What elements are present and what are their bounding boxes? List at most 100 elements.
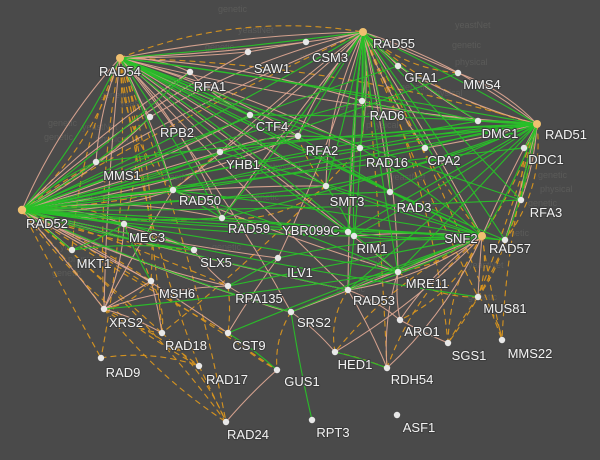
watermark-text: yeastNet — [352, 110, 388, 120]
watermark-text: yeastNet — [390, 172, 426, 182]
physical-edge — [396, 271, 401, 321]
graph-node-gus1[interactable]: GUS1 — [273, 366, 281, 374]
graph-node-rfa3[interactable]: RFA3 — [517, 196, 525, 204]
genetic-edge — [477, 239, 506, 298]
graph-node-rad51[interactable]: RAD51 — [533, 120, 541, 128]
graph-node-rpt3[interactable]: RPT3 — [308, 416, 316, 424]
graph-node-rad54[interactable]: RAD54 — [116, 54, 124, 62]
coexpression-edge — [21, 120, 479, 211]
node-label-rad50: RAD50 — [179, 193, 221, 208]
coexpression-edge — [119, 57, 399, 273]
coexpression-edge — [95, 123, 538, 163]
graph-node-mkt1[interactable]: MKT1 — [68, 246, 76, 254]
graph-node-csm3[interactable]: CSM3 — [302, 38, 310, 46]
node-label-rad9: RAD9 — [106, 365, 141, 380]
genetic-edge — [119, 57, 227, 423]
graph-node-aro1[interactable]: ARO1 — [396, 316, 404, 324]
graph-node-sgs1[interactable]: SGS1 — [444, 339, 452, 347]
coexpression-edge — [119, 57, 174, 191]
node-label-layer: RAD54 CSM3 RAD55 SAW1 RFA1 GFA1 MMS4 RAD6 RPB2 CT… — [25, 35, 588, 443]
graph-node-rpa135[interactable]: RPA135 — [224, 282, 232, 290]
graph-node-rad24[interactable]: RAD24 — [222, 418, 230, 426]
physical-edge — [247, 41, 307, 53]
graph-node-rim1[interactable]: RIM1 — [350, 232, 358, 240]
graph-node-ctf4[interactable]: CTF4 — [246, 111, 254, 119]
coexpression-edge — [123, 223, 152, 282]
node-label-ctf4: CTF4 — [256, 119, 289, 134]
genetic-edge — [362, 31, 483, 237]
graph-node-yhb1[interactable]: YHB1 — [216, 148, 224, 156]
genetic-edge — [119, 57, 137, 225]
graph-node-ddc1[interactable]: DDC1 — [520, 144, 528, 152]
graph-node-xrs2[interactable]: XRS2 — [100, 305, 108, 313]
graph-node-rad52[interactable]: RAD52 — [17, 205, 27, 215]
coexpression-edge — [362, 31, 538, 125]
graph-node-rad59[interactable]: RAD59 — [218, 214, 226, 222]
physical-edge — [149, 31, 364, 118]
graph-node-rdh54[interactable]: RDH54 — [383, 364, 391, 372]
watermark-text: physical — [300, 52, 333, 62]
graph-node-mec3[interactable]: MEC3 — [120, 220, 128, 228]
graph-node-mms4[interactable]: MMS4 — [454, 69, 462, 77]
genetic-edge — [362, 31, 479, 298]
graph-node-rad9[interactable]: RAD9 — [97, 354, 105, 362]
genetic-edge — [119, 57, 163, 334]
physical-edge — [399, 319, 449, 344]
graph-node-gfa1[interactable]: GFA1 — [394, 62, 402, 70]
physical-edge — [95, 31, 364, 163]
graph-node-ilv1[interactable]: ILV1 — [274, 254, 282, 262]
physical-edge — [385, 271, 399, 369]
node-label-mus81: MUS81 — [483, 301, 526, 316]
genetic-edge — [119, 57, 153, 282]
graph-node-cst9[interactable]: CST9 — [224, 329, 232, 337]
graph-node-smt3[interactable]: SMT3 — [322, 182, 330, 190]
genetic-edge — [227, 332, 278, 371]
node-label-rad17: RAD17 — [206, 372, 248, 387]
graph-node-rad3[interactable]: RAD3 — [386, 188, 394, 196]
physical-edge — [150, 280, 163, 334]
graph-node-snf2[interactable]: SNF2 — [478, 232, 486, 240]
graph-node-saw1[interactable]: SAW1 — [244, 48, 252, 56]
node-label-ilv1: ILV1 — [287, 265, 313, 280]
graph-node-rfa2[interactable]: RFA2 — [294, 132, 302, 140]
graph-node-hed1[interactable]: HED1 — [331, 348, 339, 356]
coexpression-edge — [21, 31, 364, 211]
graph-node-mre11[interactable]: MRE11 — [394, 268, 402, 276]
graph-node-mms22[interactable]: MMS22 — [498, 336, 506, 344]
graph-node-cpa2[interactable]: CPA2 — [421, 144, 429, 152]
graph-node-rad53[interactable]: RAD53 — [344, 286, 352, 294]
graph-node-rad16[interactable]: RAD16 — [356, 144, 364, 152]
physical-edge — [227, 257, 279, 334]
graph-node-asf1[interactable]: ASF1 — [393, 411, 401, 419]
node-label-rad51: RAD51 — [545, 127, 587, 142]
coexpression-edge — [119, 57, 223, 219]
graph-node-rad50[interactable]: RAD50 — [169, 186, 177, 194]
graph-node-ybr099c[interactable]: YBR099C — [344, 228, 352, 236]
graph-node-rad55[interactable]: RAD55 — [359, 28, 367, 36]
genetic-edge — [161, 147, 361, 334]
coexpression-edge — [21, 57, 121, 211]
graph-node-rad17[interactable]: RAD17 — [195, 362, 203, 370]
graph-node-mms1[interactable]: MMS1 — [92, 158, 100, 166]
graph-node-rpb2[interactable]: RPB2 — [146, 113, 154, 121]
genetic-edge — [161, 332, 227, 423]
graph-node-mus81[interactable]: MUS81 — [474, 293, 482, 301]
graph-node-rad18[interactable]: RAD18 — [158, 329, 166, 337]
genetic-edge — [71, 57, 121, 251]
graph-node-dmc1[interactable]: DMC1 — [474, 117, 482, 125]
coexpression-edge — [362, 31, 399, 273]
graph-node-slx5[interactable]: SLX5 — [190, 246, 198, 254]
physical-edge — [424, 123, 538, 149]
graph-node-rad6[interactable]: RAD6 — [358, 97, 366, 105]
physical-edge — [221, 31, 364, 219]
graph-node-srs2[interactable]: SRS2 — [287, 308, 295, 316]
graph-node-rad57[interactable]: RAD57 — [501, 236, 509, 244]
node-layer[interactable]: RAD54 CSM3 RAD55 SAW1 RFA1 GFA1 MMS4 RAD6 RPB2 CT… — [17, 28, 541, 426]
watermark-text: physical — [540, 184, 573, 194]
graph-node-msh6[interactable]: MSH6 — [147, 277, 155, 285]
graph-node-rfa1[interactable]: RFA1 — [186, 68, 194, 76]
physical-edge — [520, 123, 538, 201]
genetic-edge — [21, 209, 200, 367]
